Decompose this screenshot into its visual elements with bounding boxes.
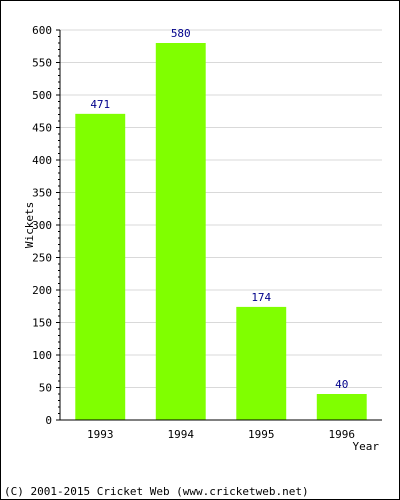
data-label: 174 — [251, 291, 271, 304]
x-tick-label: 1996 — [329, 428, 356, 441]
y-tick-labels: 0 50 100 150 200 250 300 350 400 450 500 550 600 — [32, 24, 60, 427]
bars — [75, 43, 367, 420]
x-tick-label: 1994 — [168, 428, 195, 441]
y-tick-label: 100 — [32, 349, 52, 362]
y-tick-label: 350 — [32, 187, 52, 200]
copyright-footer: (C) 2001-2015 Cricket Web (www.cricketwe… — [4, 485, 309, 498]
y-tick-label: 200 — [32, 284, 52, 297]
y-tick-label: 150 — [32, 317, 52, 330]
x-tick-labels: 1993 1994 1995 1996 — [87, 428, 355, 441]
y-tick-label: 450 — [32, 122, 52, 135]
bar — [236, 306, 287, 420]
data-label: 471 — [90, 98, 110, 111]
data-label: 580 — [171, 27, 191, 40]
x-tick-label: 1993 — [87, 428, 114, 441]
y-tick-label: 400 — [32, 154, 52, 167]
y-tick-label: 300 — [32, 219, 52, 232]
y-tick-label: 0 — [45, 414, 52, 427]
y-tick-label: 500 — [32, 89, 52, 102]
bar — [316, 394, 367, 420]
bar — [155, 43, 206, 420]
y-tick-label: 600 — [32, 24, 52, 37]
data-labels: 471 580 174 40 — [90, 27, 348, 391]
data-label: 40 — [335, 378, 348, 391]
y-tick-label: 550 — [32, 57, 52, 70]
y-tick-label: 50 — [39, 382, 52, 395]
y-axis-title: Wickets — [23, 202, 36, 248]
x-axis-title: Year — [353, 440, 380, 453]
x-tick-label: 1995 — [248, 428, 275, 441]
y-tick-label: 250 — [32, 252, 52, 265]
bar — [75, 113, 126, 420]
